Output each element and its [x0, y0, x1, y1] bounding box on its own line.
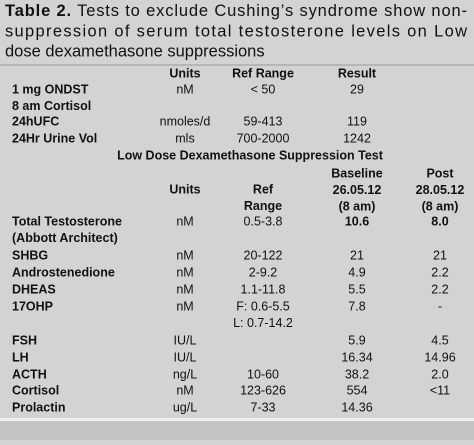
- table-cell: 21: [433, 248, 447, 262]
- column-header: Post: [426, 166, 454, 180]
- table-cell: 7.8: [348, 299, 365, 313]
- table-cell: 7-33: [250, 400, 275, 414]
- row-label: 1 mg ONDST: [12, 82, 89, 96]
- column-header: 26.05.12: [333, 183, 382, 197]
- table-cell: nM: [176, 248, 193, 262]
- table-cell: 2.0: [431, 367, 448, 381]
- table-cell: -: [438, 299, 442, 313]
- table-cell: nM: [176, 214, 193, 228]
- table-cell: 4.9: [348, 265, 365, 279]
- table-cell: 1.1-11.8: [241, 282, 286, 296]
- table-cell: 2.2: [431, 265, 448, 279]
- bottom-rule: [0, 418, 474, 421]
- table-cell: nM: [176, 299, 193, 313]
- row-label: Prolactin: [12, 400, 66, 414]
- table-cell: ug/L: [173, 400, 197, 414]
- table-cell: 123-626: [240, 383, 286, 397]
- table-cell: 16.34: [341, 350, 372, 364]
- table-cell: <11: [430, 383, 450, 397]
- table-cell: mls: [175, 131, 194, 145]
- title-label: Table 2.: [5, 2, 71, 20]
- table-cell: 8.0: [431, 214, 448, 228]
- column-header: Ref: [253, 182, 274, 196]
- row-label: 17OHP: [12, 299, 53, 313]
- column-header: (8 am): [422, 199, 459, 213]
- table-cell: 1242: [343, 131, 371, 145]
- column-header: Ref Range: [232, 66, 294, 80]
- column-header: (8 am): [339, 199, 376, 213]
- title-line: suppression of serum total testosterone …: [5, 22, 467, 40]
- table-cell: 2-9.2: [249, 265, 278, 279]
- table-cell: 0.5-3.8: [244, 214, 283, 228]
- row-label: 24hUFC: [12, 114, 59, 128]
- table-cell: 5.5: [348, 282, 365, 296]
- column-header: Units: [169, 66, 200, 80]
- row-label: LH: [12, 350, 29, 364]
- row-label: Total Testosterone: [12, 214, 122, 228]
- table-cell: F: 0.6-5.5: [236, 299, 290, 313]
- column-header: Result: [338, 66, 377, 80]
- table-cell: nM: [176, 265, 193, 279]
- row-label: Androstenedione: [12, 265, 115, 279]
- table-cell: ng/L: [173, 367, 197, 381]
- title-line: Table 2. Tests to exclude Cushing’s synd…: [5, 2, 467, 20]
- table-cell: IU/L: [174, 350, 197, 364]
- column-header: Range: [244, 199, 282, 213]
- table-cell: 59-413: [244, 114, 283, 128]
- table-cell: 20-122: [244, 248, 283, 262]
- column-header: Units: [169, 182, 200, 196]
- table-cell: 10-60: [247, 367, 279, 381]
- table-cell: 10.6: [345, 214, 369, 228]
- column-header: Baseline: [331, 166, 382, 180]
- row-label: SHBG: [12, 248, 48, 262]
- footer-band: [0, 421, 474, 440]
- table-cell: IU/L: [174, 333, 197, 347]
- table-cell: nM: [176, 282, 193, 296]
- table-cell: 554: [347, 383, 368, 397]
- table-cell: 700-2000: [237, 131, 290, 145]
- table-cell: L: 0.7-14.2: [233, 316, 293, 330]
- table-cell: 14.36: [341, 400, 372, 414]
- table-cell: 2.2: [431, 282, 448, 296]
- table-cell: nmoles/d: [160, 114, 211, 128]
- row-label: 24Hr Urine Vol: [12, 131, 97, 145]
- table-cell: < 50: [251, 82, 276, 96]
- table-cell: 38.2: [345, 367, 369, 381]
- row-label: DHEAS: [12, 282, 56, 296]
- row-label: ACTH: [12, 367, 47, 381]
- table-cell: nM: [176, 82, 193, 96]
- table-cell: 14.96: [424, 350, 455, 364]
- row-label: (Abbott Architect): [12, 231, 118, 245]
- title-text: Tests to exclude Cushing’s syndrome show…: [72, 2, 467, 20]
- row-label: 8 am Cortisol: [12, 99, 91, 113]
- table-cell: 21: [350, 248, 364, 262]
- table-cell: 5.9: [348, 333, 365, 347]
- title-line: dose dexamethasone suppressions: [5, 42, 265, 60]
- column-header: 28.05.12: [416, 183, 465, 197]
- row-label: Cortisol: [12, 383, 59, 397]
- section-heading: Low Dose Dexamethasone Suppression Test: [117, 148, 384, 162]
- table-cell: 119: [347, 114, 367, 128]
- row-label: FSH: [12, 333, 37, 347]
- table-cell: nM: [176, 383, 193, 397]
- table-cell: 4.5: [431, 333, 448, 347]
- table-cell: 29: [350, 82, 364, 96]
